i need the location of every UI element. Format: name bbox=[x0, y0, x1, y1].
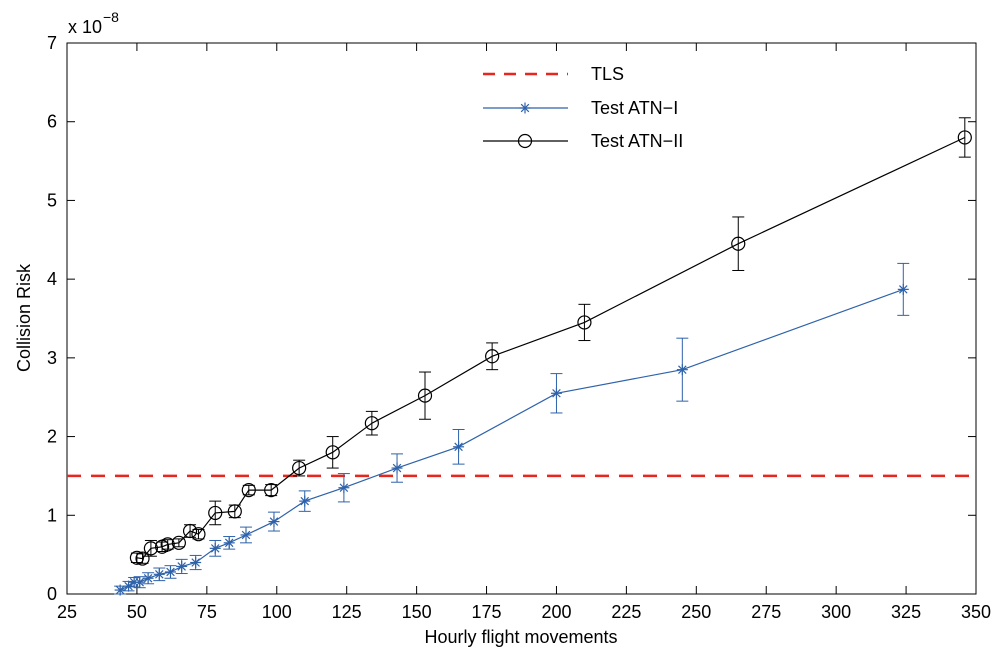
point-1-19 bbox=[897, 283, 909, 295]
error-bar-2-18 bbox=[732, 216, 745, 271]
error-bar-2-14 bbox=[365, 410, 378, 436]
x-tick-label-6: 175 bbox=[472, 602, 502, 622]
point-2-7 bbox=[191, 527, 206, 542]
point-2-16 bbox=[485, 349, 500, 364]
error-bar-2-12 bbox=[293, 459, 306, 477]
x-tick-label-9: 250 bbox=[681, 602, 711, 622]
series-2 bbox=[129, 117, 972, 566]
error-bar-2-17 bbox=[578, 303, 591, 342]
point-1-17 bbox=[550, 387, 562, 399]
series-1 bbox=[114, 262, 910, 596]
point-1-13 bbox=[299, 495, 311, 507]
point-2-6 bbox=[182, 523, 198, 539]
error-bar-2-15 bbox=[419, 371, 432, 420]
point-1-0 bbox=[114, 584, 126, 596]
legend: TLS Test ATN−I Test ATN−II bbox=[483, 64, 683, 151]
legend-marker-atn1-shape bbox=[519, 102, 531, 114]
y-multiplier-base: x 10 bbox=[68, 17, 102, 37]
x-tick-label-0: 25 bbox=[57, 602, 77, 622]
point-1-9 bbox=[209, 542, 221, 554]
y-multiplier-exponent: −8 bbox=[103, 9, 119, 25]
error-bar-2-16 bbox=[486, 342, 499, 371]
x-tick-label-11: 300 bbox=[821, 602, 851, 622]
point-1-5 bbox=[153, 568, 165, 580]
legend-label-atn1: Test ATN−I bbox=[591, 98, 678, 118]
point-1-3 bbox=[134, 576, 146, 588]
x-tick-label-3: 100 bbox=[262, 602, 292, 622]
point-2-12 bbox=[292, 460, 307, 476]
legend-marker-atn2 bbox=[517, 133, 533, 149]
x-tick-label-5: 150 bbox=[402, 602, 432, 622]
x-tick-label-7: 200 bbox=[541, 602, 571, 622]
point-1-14 bbox=[338, 482, 350, 494]
ticks-layer: 25 50 75 100 125 150 175 200 225 250 275 300 325 3500… bbox=[47, 33, 991, 622]
point-1-8 bbox=[190, 557, 202, 569]
point-2-0 bbox=[129, 550, 145, 565]
point-2-10 bbox=[241, 482, 256, 498]
point-1-18 bbox=[676, 364, 688, 376]
point-2-1 bbox=[135, 551, 150, 566]
error-bar-2-8 bbox=[209, 500, 222, 526]
x-tick-label-10: 275 bbox=[751, 602, 781, 622]
x-tick-label-12: 325 bbox=[891, 602, 921, 622]
point-2-19 bbox=[957, 130, 972, 145]
error-bar-2-5 bbox=[172, 538, 185, 548]
point-1-10 bbox=[223, 537, 235, 549]
point-2-11 bbox=[264, 482, 279, 498]
x-tick-label-8: 225 bbox=[611, 602, 641, 622]
point-2-14 bbox=[364, 416, 379, 431]
x-tick-label-1: 50 bbox=[127, 602, 147, 622]
error-bar-2-19 bbox=[958, 117, 971, 158]
point-1-11 bbox=[240, 529, 252, 541]
y-tick-label-5: 5 bbox=[47, 190, 57, 210]
y-tick-label-0: 0 bbox=[47, 584, 57, 604]
point-2-8 bbox=[208, 505, 223, 521]
point-2-4 bbox=[160, 537, 175, 552]
x-axis-label: Hourly flight movements bbox=[424, 627, 617, 647]
legend-label-atn2: Test ATN−II bbox=[591, 131, 683, 151]
y-tick-label-4: 4 bbox=[47, 269, 57, 289]
series-line-1 bbox=[119, 288, 904, 591]
x-tick-label-13: 350 bbox=[961, 602, 991, 622]
point-1-4 bbox=[142, 572, 154, 584]
plot-frame bbox=[66, 42, 977, 595]
point-2-5 bbox=[171, 535, 186, 550]
point-1-16 bbox=[453, 441, 465, 453]
y-tick-label-6: 6 bbox=[47, 112, 57, 132]
point-2-2 bbox=[143, 541, 159, 556]
point-2-9 bbox=[227, 504, 242, 519]
point-2-13 bbox=[325, 445, 340, 460]
x-tick-label-2: 75 bbox=[197, 602, 217, 622]
legend-label-tls: TLS bbox=[591, 64, 624, 84]
legend-marker-atn1 bbox=[519, 102, 531, 114]
y-tick-label-7: 7 bbox=[47, 33, 57, 53]
point-2-17 bbox=[577, 315, 592, 330]
point-1-1 bbox=[123, 580, 135, 592]
point-1-6 bbox=[164, 566, 176, 578]
y-tick-label-2: 2 bbox=[47, 427, 57, 447]
y-tick-label-3: 3 bbox=[47, 348, 57, 368]
error-bar-2-2 bbox=[144, 539, 157, 557]
point-1-12 bbox=[268, 516, 280, 528]
point-1-15 bbox=[391, 462, 403, 474]
error-bar-2-13 bbox=[326, 436, 339, 469]
series-layer bbox=[67, 117, 976, 596]
series-line-2 bbox=[136, 136, 966, 560]
error-bar-2-4 bbox=[161, 539, 174, 550]
y-tick-label-1: 1 bbox=[47, 505, 57, 525]
y-axis-label: Collision Risk bbox=[14, 263, 34, 372]
point-2-15 bbox=[417, 388, 433, 403]
x-tick-label-4: 125 bbox=[332, 602, 362, 622]
point-2-18 bbox=[731, 236, 746, 251]
point-1-7 bbox=[176, 560, 188, 572]
